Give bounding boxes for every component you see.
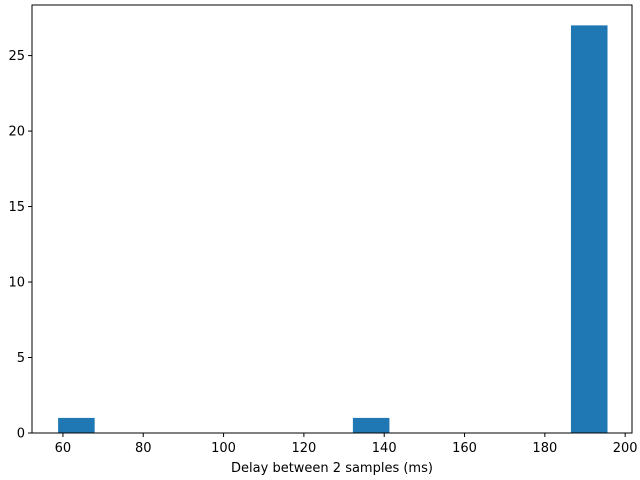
x-tick-label: 200 [613,441,638,456]
y-axis-ticks: 0 5 10 15 20 25 [8,49,32,442]
y-tick-label: 10 [8,276,25,291]
y-tick-label: 5 [17,351,25,366]
bars-group [58,25,608,434]
x-tick-label: 180 [532,441,557,456]
x-tick-label: 60 [55,441,72,456]
y-tick-label: 15 [8,200,25,215]
plot-frame [31,4,633,434]
x-tick-label: 120 [291,441,316,456]
y-tick-label: 20 [8,125,25,140]
y-tick-label: 25 [8,49,25,64]
x-axis-ticks: 60 80 100 120 140 160 180 200 [55,433,638,456]
x-tick-label: 100 [211,441,236,456]
y-tick-label: 0 [17,427,25,442]
x-tick-label: 80 [135,441,152,456]
histogram-bar-2 [570,25,608,434]
histogram-bar-0 [58,417,95,433]
histogram-bar-1 [352,417,390,433]
x-tick-label: 140 [372,441,397,456]
x-tick-label: 160 [452,441,477,456]
x-axis-label: Delay between 2 samples (ms) [231,461,433,476]
